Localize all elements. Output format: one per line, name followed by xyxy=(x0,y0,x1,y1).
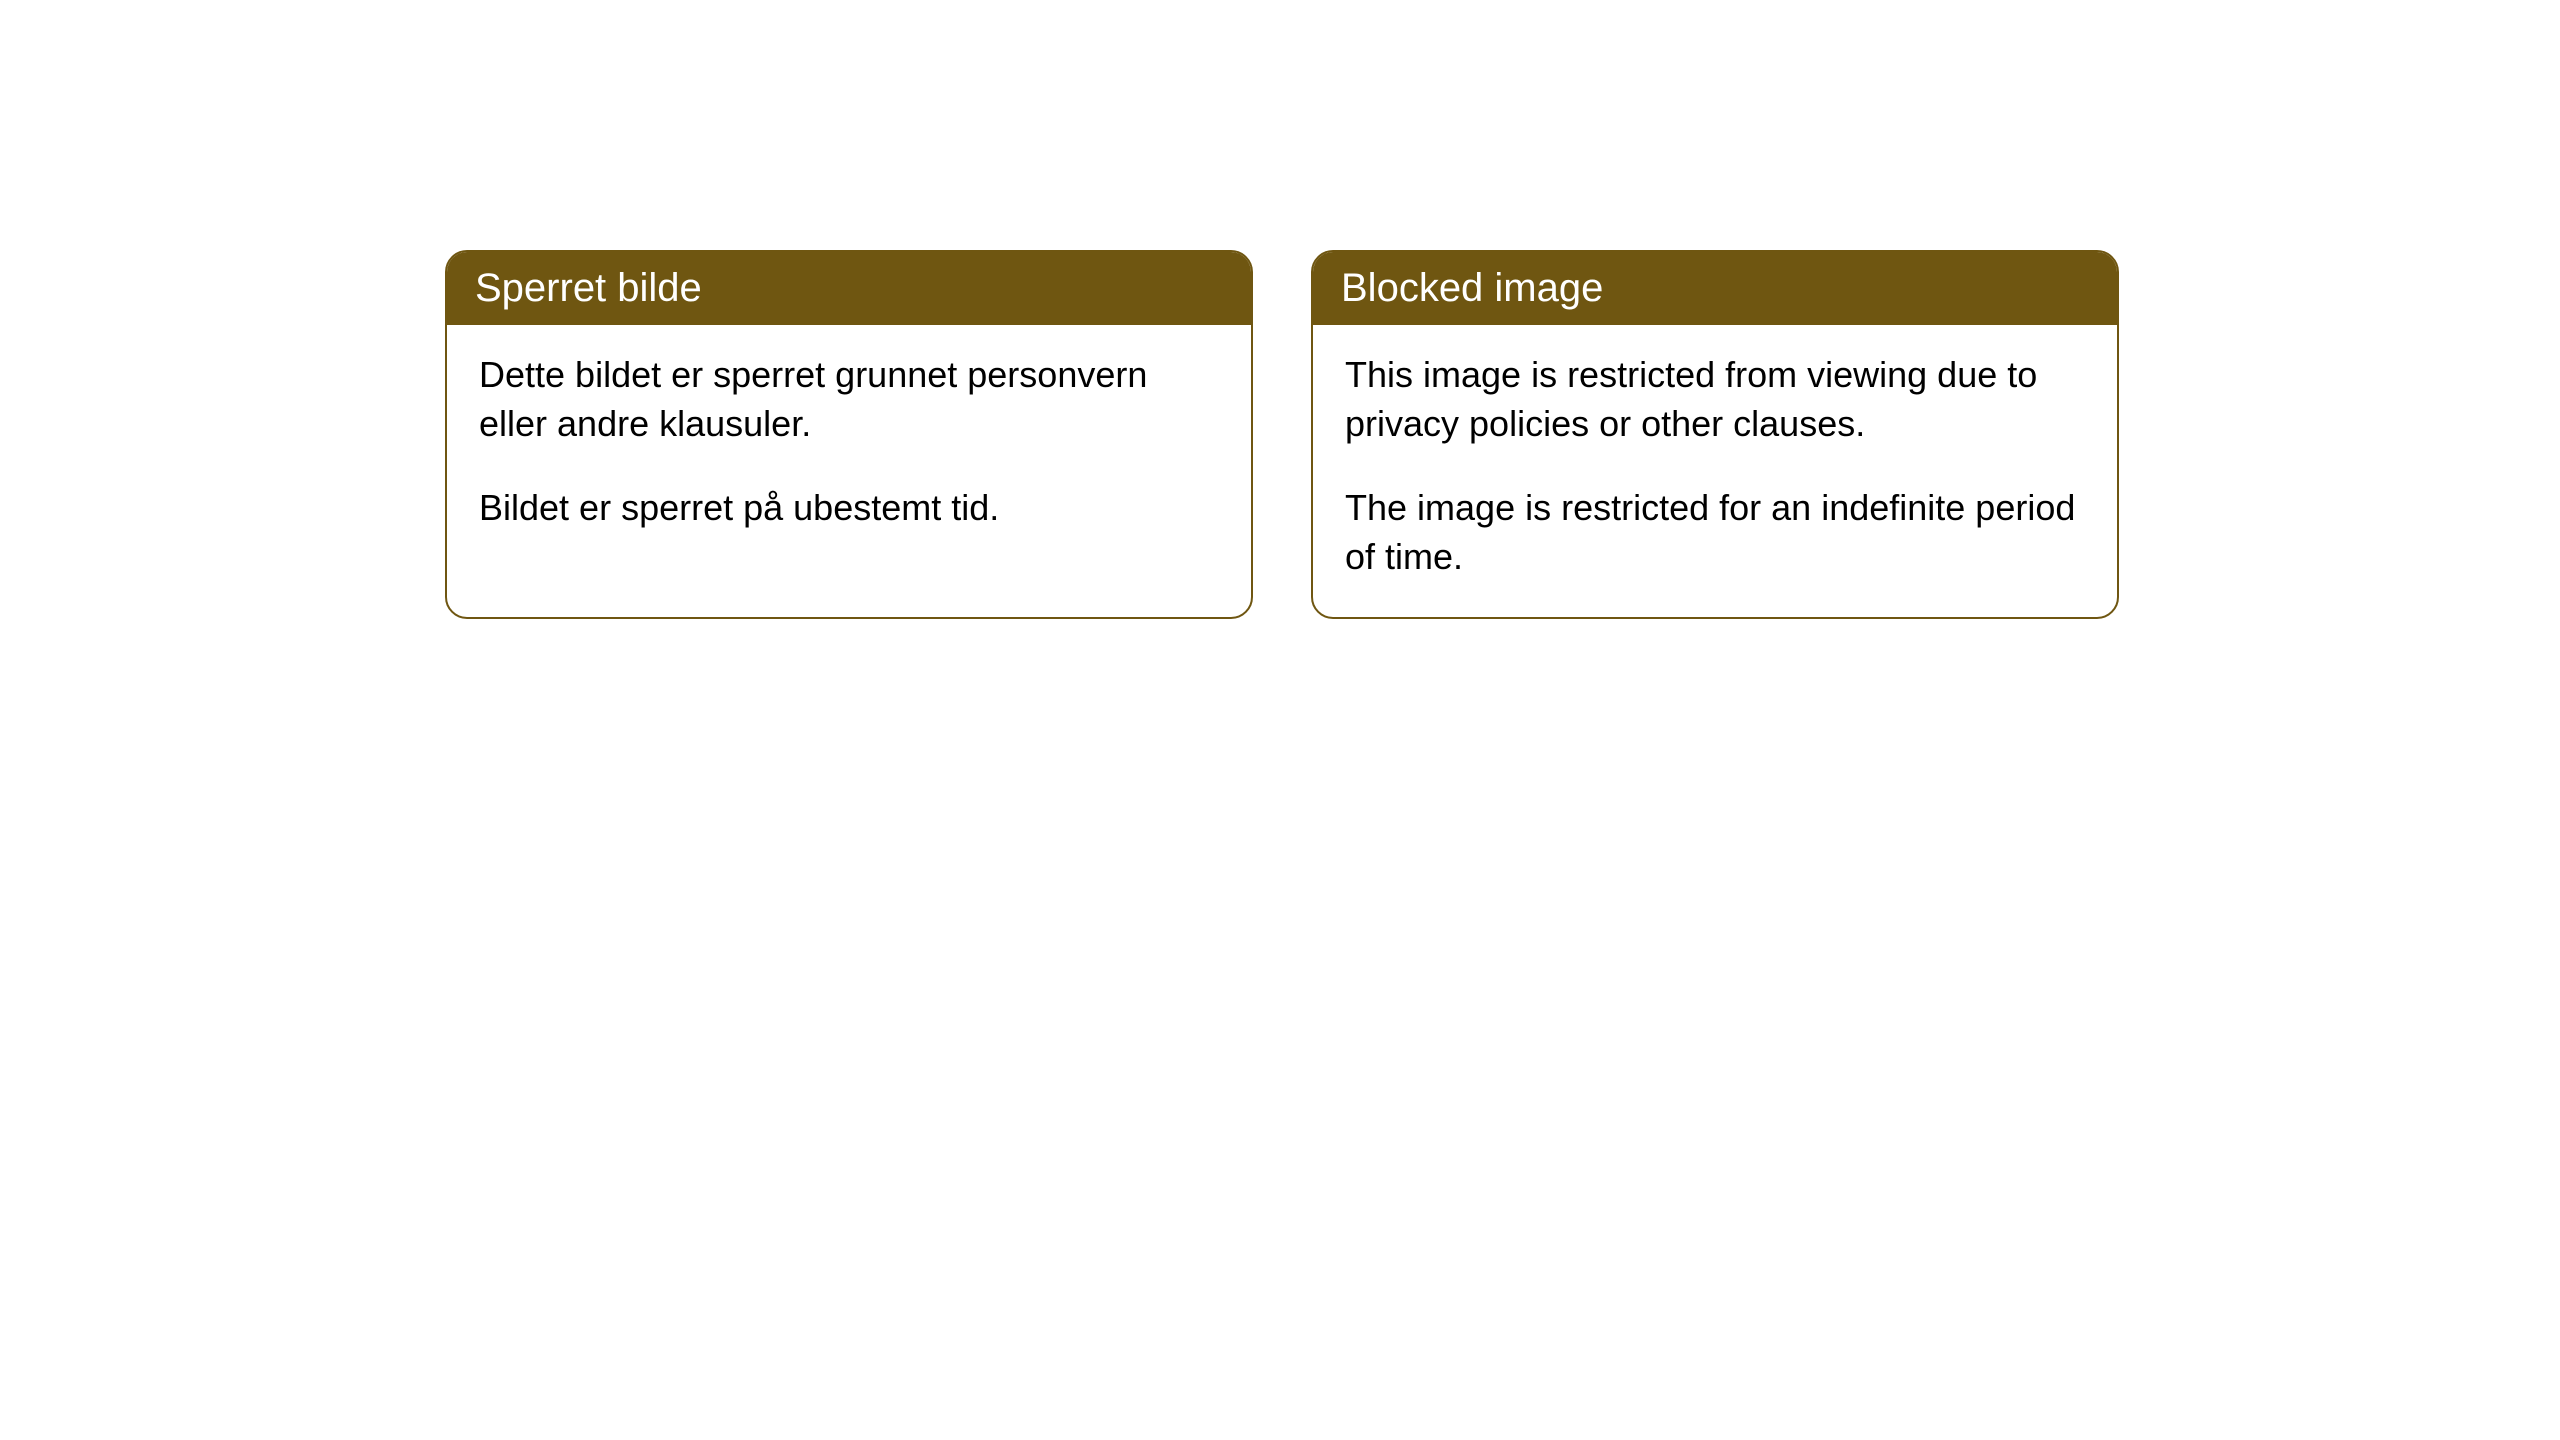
notice-cards-container: Sperret bilde Dette bildet er sperret gr… xyxy=(445,250,2119,619)
notice-card-english: Blocked image This image is restricted f… xyxy=(1311,250,2119,619)
card-paragraph-english-2: The image is restricted for an indefinit… xyxy=(1345,484,2085,581)
card-paragraph-norwegian-2: Bildet er sperret på ubestemt tid. xyxy=(479,484,1219,533)
notice-card-norwegian: Sperret bilde Dette bildet er sperret gr… xyxy=(445,250,1253,619)
card-paragraph-norwegian-1: Dette bildet er sperret grunnet personve… xyxy=(479,351,1219,448)
card-paragraph-english-1: This image is restricted from viewing du… xyxy=(1345,351,2085,448)
card-body-english: This image is restricted from viewing du… xyxy=(1313,325,2117,617)
card-header-norwegian: Sperret bilde xyxy=(447,252,1251,325)
card-body-norwegian: Dette bildet er sperret grunnet personve… xyxy=(447,325,1251,569)
card-header-english: Blocked image xyxy=(1313,252,2117,325)
